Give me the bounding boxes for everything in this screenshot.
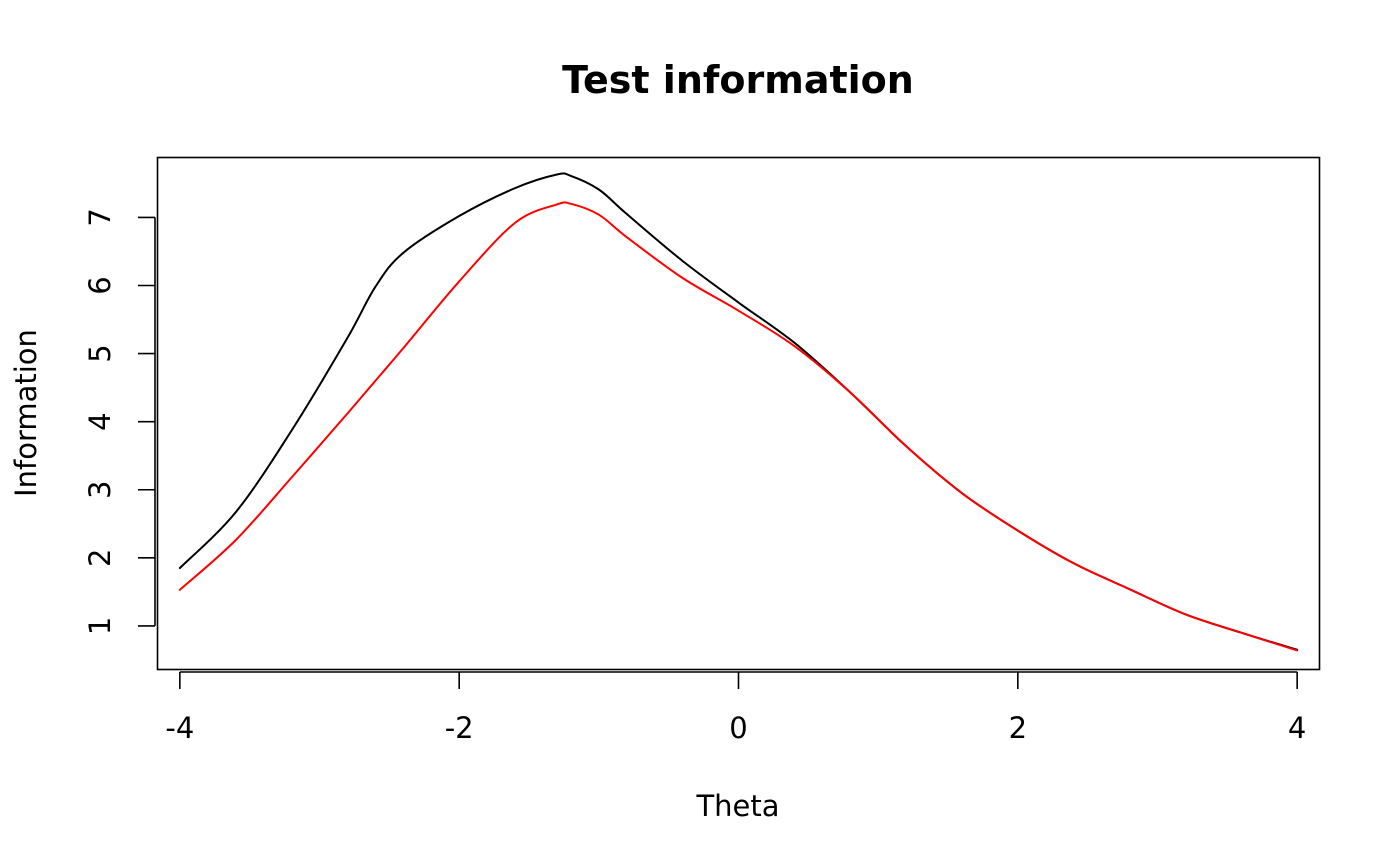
y-tick-label: 1 (83, 617, 117, 635)
x-tick-label: 0 (729, 711, 747, 745)
y-axis-label: Information (9, 329, 43, 497)
series-layer (178, 172, 1299, 652)
x-axis-label: Theta (695, 789, 779, 823)
y-tick-label: 6 (83, 276, 117, 294)
y-tick-label: 4 (83, 412, 117, 430)
series-line-1 (178, 172, 1299, 651)
x-tick-label: 2 (1009, 711, 1027, 745)
x-axis: -4 -2 0 2 4 (165, 671, 1306, 745)
chart-title: Test information (562, 58, 914, 102)
y-tick-label: 7 (83, 208, 117, 226)
series-line-2 (178, 201, 1299, 652)
plot-frame (156, 156, 1321, 671)
x-tick-label: 4 (1288, 711, 1306, 745)
y-tick-label: 5 (83, 344, 117, 362)
x-tick-label: -2 (445, 711, 474, 745)
y-tick-label: 3 (83, 481, 117, 499)
y-tick-label: 2 (83, 549, 117, 567)
y-axis: 1 2 3 4 5 6 7 (83, 208, 156, 635)
x-tick-label: -4 (165, 711, 194, 745)
